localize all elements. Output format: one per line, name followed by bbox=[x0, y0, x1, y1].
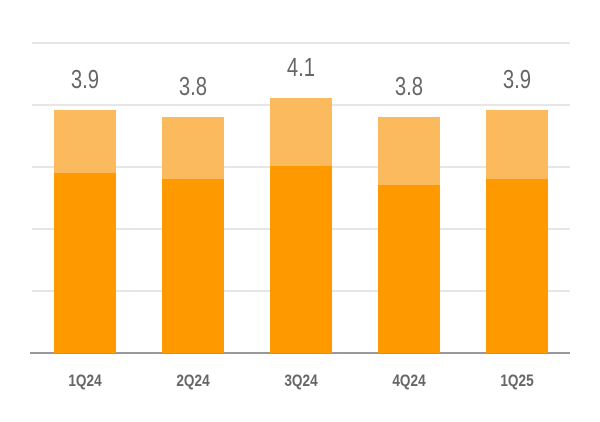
bar-segment bbox=[486, 110, 548, 179]
bar-segment bbox=[270, 166, 332, 353]
bar-segment bbox=[54, 172, 116, 353]
bar-1Q25 bbox=[486, 110, 548, 353]
bar-1Q24 bbox=[54, 110, 116, 353]
bar-segment bbox=[162, 178, 224, 353]
category-label: 1Q25 bbox=[500, 371, 534, 390]
category-label: 4Q24 bbox=[392, 371, 426, 390]
bar-segment bbox=[378, 185, 440, 353]
bar-segment bbox=[162, 116, 224, 179]
bar-segment bbox=[486, 178, 548, 353]
total-value-label: 3.8 bbox=[394, 70, 424, 101]
bar-segment bbox=[378, 116, 440, 186]
bar-segment bbox=[54, 110, 116, 173]
total-value-label: 3.9 bbox=[70, 64, 100, 95]
category-label: 2Q24 bbox=[176, 371, 210, 390]
category-label: 1Q24 bbox=[68, 371, 102, 390]
total-value-label: 3.8 bbox=[178, 70, 208, 101]
gridline-5 bbox=[32, 42, 570, 44]
total-value-label: 3.9 bbox=[502, 64, 532, 95]
category-label: 3Q24 bbox=[284, 371, 318, 390]
bar-3Q24 bbox=[270, 97, 332, 353]
bar-2Q24 bbox=[162, 116, 224, 353]
x-axis-line bbox=[30, 352, 570, 354]
bar-segment bbox=[270, 97, 332, 167]
total-value-label: 4.1 bbox=[286, 51, 316, 82]
bar-4Q24 bbox=[378, 116, 440, 353]
